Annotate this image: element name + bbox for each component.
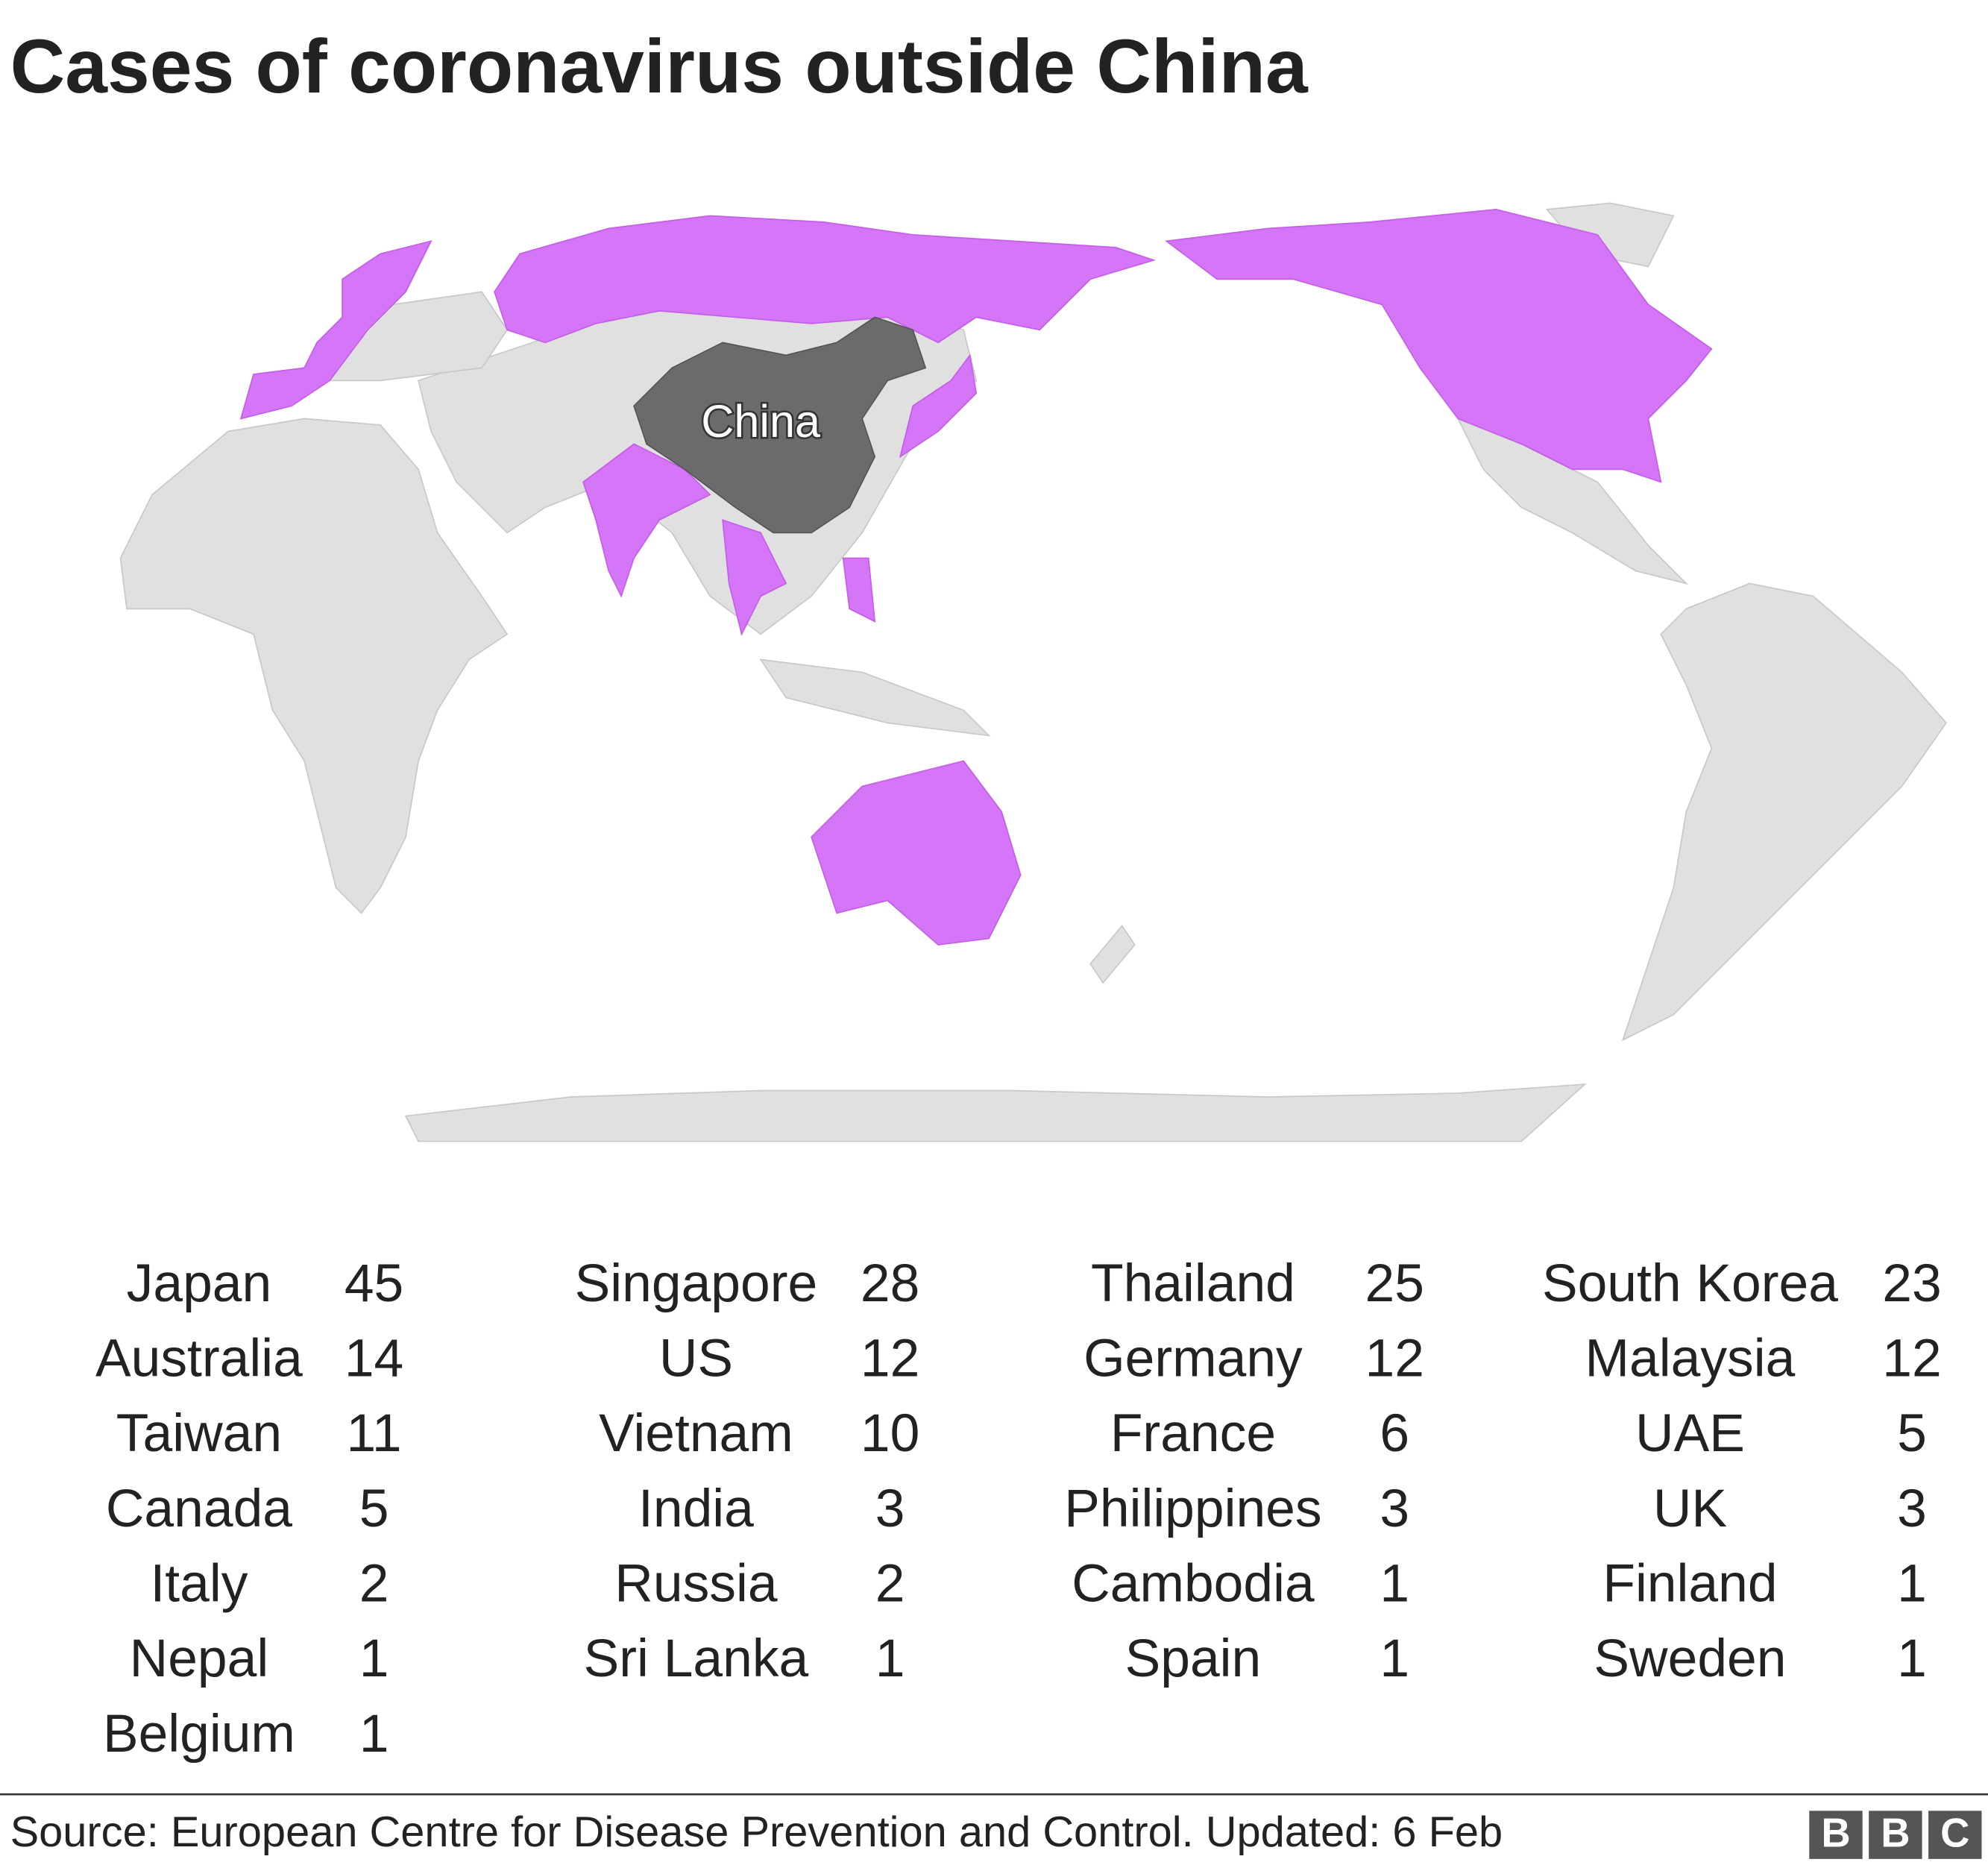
- case-count: 2: [875, 1554, 905, 1614]
- country-name: Singapore: [575, 1254, 818, 1313]
- country-name: Germany: [1083, 1329, 1303, 1389]
- logo-letter: C: [1940, 1811, 1969, 1856]
- world-map: China: [119, 202, 1947, 1142]
- case-count: 1: [359, 1629, 389, 1688]
- country-name: Spain: [1125, 1629, 1262, 1688]
- case-count: 1: [1897, 1554, 1927, 1614]
- country-name: Australia: [95, 1329, 303, 1389]
- case-count: 28: [861, 1254, 919, 1313]
- case-count: 12: [861, 1329, 919, 1389]
- country-name: UK: [1653, 1479, 1727, 1538]
- country-name: Canada: [106, 1479, 292, 1538]
- country-name: Cambodia: [1072, 1554, 1315, 1614]
- affected-region: [239, 240, 432, 420]
- country-name: Italy: [150, 1554, 248, 1614]
- case-count: 3: [1380, 1479, 1409, 1538]
- logo-box: [1928, 1811, 1982, 1859]
- affected-region: [899, 353, 978, 459]
- land: [759, 658, 991, 737]
- affected-region: [722, 519, 787, 636]
- country-name: Thailand: [1091, 1254, 1295, 1313]
- country-name: US: [659, 1329, 733, 1389]
- case-count: 1: [875, 1629, 905, 1688]
- china: [633, 316, 927, 534]
- country-name: Belgium: [103, 1704, 295, 1764]
- case-count: 23: [1882, 1254, 1941, 1313]
- case-count: 5: [359, 1479, 389, 1538]
- map-label: China: [701, 396, 821, 447]
- country-name: UAE: [1635, 1403, 1745, 1463]
- land: [119, 418, 509, 914]
- case-count: 10: [861, 1403, 919, 1463]
- logo-letter: B: [1821, 1811, 1850, 1856]
- case-count: 12: [1365, 1329, 1424, 1389]
- land: [404, 1084, 1587, 1142]
- land: [1089, 925, 1136, 984]
- country-name: Malaysia: [1585, 1329, 1796, 1389]
- affected-region: [1165, 208, 1713, 483]
- case-count: 2: [359, 1554, 389, 1614]
- country-name: South Korea: [1542, 1254, 1838, 1313]
- country-name: Vietnam: [599, 1403, 793, 1463]
- country-name: France: [1110, 1403, 1276, 1463]
- case-count: 12: [1882, 1329, 1941, 1389]
- country-name: Nepal: [130, 1629, 269, 1688]
- affected-region: [842, 557, 876, 623]
- affected-region: [582, 443, 711, 598]
- case-count: 14: [345, 1329, 403, 1389]
- case-count: 5: [1897, 1403, 1927, 1463]
- case-count: 6: [1380, 1403, 1409, 1463]
- country-name: Sweden: [1594, 1629, 1786, 1688]
- country-name: Sri Lanka: [584, 1629, 809, 1688]
- case-count: 25: [1365, 1254, 1424, 1313]
- country-name: Taiwan: [116, 1403, 282, 1463]
- case-count: 1: [1380, 1554, 1409, 1614]
- case-count: 45: [345, 1254, 403, 1313]
- case-count: 1: [1897, 1629, 1927, 1688]
- logo-box: [1869, 1811, 1922, 1859]
- source: Source: European Centre for Disease Prev…: [10, 1808, 1503, 1856]
- case-count: 11: [347, 1403, 402, 1463]
- affected-region: [811, 760, 1022, 946]
- case-count: 1: [359, 1704, 389, 1764]
- logo-letter: B: [1881, 1811, 1910, 1856]
- country-name: Philippines: [1064, 1479, 1321, 1538]
- title: Cases of coronavirus outside China: [10, 24, 1309, 109]
- case-count: 1: [1380, 1629, 1409, 1688]
- affected-region: [494, 215, 1157, 344]
- case-count: 3: [875, 1479, 905, 1538]
- country-name: Finland: [1602, 1554, 1777, 1614]
- case-count: 3: [1897, 1479, 1927, 1538]
- logo-box: [1809, 1811, 1863, 1859]
- land: [1621, 582, 1947, 1042]
- country-name: Russia: [614, 1554, 778, 1614]
- country-name: India: [638, 1479, 754, 1538]
- country-name: Japan: [127, 1254, 272, 1313]
